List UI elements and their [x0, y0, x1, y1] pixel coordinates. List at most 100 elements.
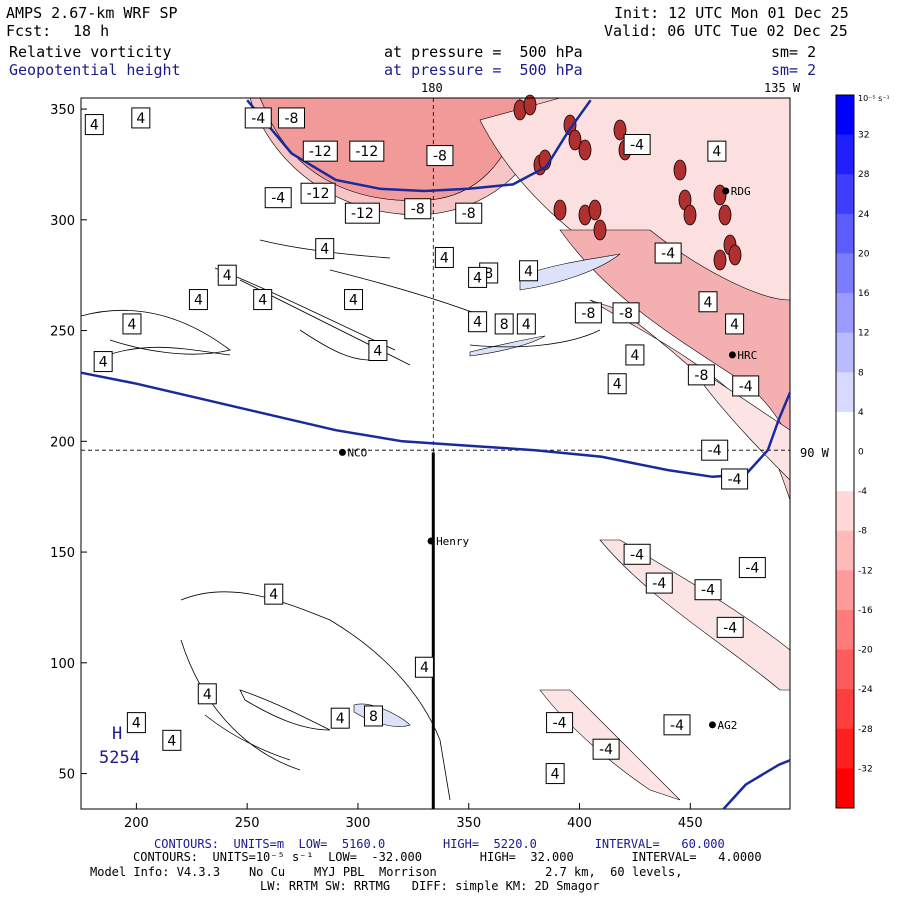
field2-smoothing: sm= 2	[771, 61, 817, 79]
vorticity-maximum-9	[588, 199, 602, 221]
footer-physics-info: LW: RRTM SW: RRTMG DIFF: simple KM: 2D S…	[260, 879, 600, 893]
y-tick-label: 350	[50, 103, 75, 118]
vorticity-label-box	[244, 107, 272, 129]
vorticity-label-box	[519, 260, 539, 282]
valid-time: Valid: 06 UTC Tue 02 Dec 25	[604, 22, 848, 40]
vorticity-label-box	[687, 364, 715, 386]
colorbar-swatch	[836, 293, 854, 334]
vorticity-label: 4	[712, 144, 721, 160]
colorbar-tick-label: 16	[858, 289, 870, 299]
vorticity-contour-10	[329, 269, 481, 316]
colorbar-swatch	[836, 768, 854, 809]
vorticity-label: -4	[723, 620, 737, 636]
vorticity-label-box	[414, 656, 434, 678]
vorticity-label: 4	[132, 716, 141, 732]
x-tick-label: 200	[124, 816, 149, 831]
vorticity-label: -4	[701, 583, 715, 599]
vorticity-label: 4	[90, 118, 99, 134]
x-tick-label: 250	[235, 816, 260, 831]
footer-geopotential-info: CONTOURS: UNITS=m LOW= 5160.0 HIGH= 5220…	[154, 837, 725, 851]
y-tick-label: 250	[50, 325, 75, 340]
vorticity-label-box	[455, 202, 483, 224]
field1-smoothing: sm= 2	[771, 43, 817, 61]
vorticity-label: -4	[630, 138, 644, 154]
vorticity-label: -4	[599, 742, 613, 758]
x-tick-label: 400	[567, 816, 592, 831]
vorticity-label: 4	[167, 733, 176, 749]
vorticity-label-box	[623, 134, 651, 156]
y-tick-label: 300	[50, 214, 75, 229]
vorticity-label: 4	[203, 687, 212, 703]
colorbar-tick-label: 24	[858, 210, 870, 220]
vorticity-label-box	[126, 712, 146, 734]
vorticity-contour-11	[469, 329, 601, 348]
vorticity-label-box	[707, 140, 727, 162]
colorbar-swatch	[836, 530, 854, 571]
vorticity-label-box	[197, 683, 217, 705]
colorbar-swatch	[836, 451, 854, 492]
high-marker-value: 5254	[99, 748, 140, 768]
y-tick-label: 150	[50, 546, 75, 561]
station-label-nco: NCO	[347, 446, 367, 459]
vorticity-label-box	[426, 145, 454, 167]
vorticity-label: -4	[553, 716, 567, 732]
vorticity-label: 8	[369, 709, 378, 725]
vorticity-label-box	[592, 738, 620, 760]
vorticity-label-box	[188, 289, 208, 311]
vorticity-label: 4	[473, 315, 482, 331]
high-marker-letter: H	[112, 724, 123, 744]
vorticity-label: 4	[223, 268, 232, 284]
fcst-value: 18 h	[73, 22, 110, 40]
colorbar-tick-label: 32	[858, 131, 869, 141]
colorbar-tick-label: -16	[858, 606, 873, 616]
vorticity-label: 8	[484, 266, 493, 282]
colorbar-tick-label: 20	[858, 249, 870, 259]
vorticity-label: 4	[99, 355, 108, 371]
vorticity-label: 4	[522, 317, 531, 333]
vorticity-label-box	[721, 468, 749, 490]
y-tick-label: 100	[50, 657, 75, 672]
vorticity-maximum-20	[593, 219, 607, 241]
vorticity-label: 4	[194, 293, 203, 309]
vorticity-label: 4	[551, 767, 560, 783]
vorticity-label-box	[315, 238, 335, 260]
model-title: AMPS 2.67-km WRF SP	[6, 4, 178, 22]
vorticity-label-box	[302, 140, 338, 162]
vorticity-label: -4	[708, 443, 722, 459]
vorticity-contour-1	[104, 346, 231, 357]
vorticity-label-box	[330, 707, 350, 729]
colorbar-tick-label: -28	[858, 725, 873, 735]
vorticity-contour-2	[180, 591, 451, 801]
vorticity-label-box	[217, 264, 237, 286]
station-label-ag2: AG2	[717, 719, 737, 732]
vorticity-maximum-19	[523, 94, 537, 116]
init-time: Init: 12 UTC Mon 01 Dec 25	[614, 4, 849, 22]
vorticity-label: 4	[258, 293, 267, 309]
vorticity-label: -4	[739, 379, 753, 395]
vorticity-label-box	[277, 107, 305, 129]
vorticity-label: 4	[336, 711, 345, 727]
vorticity-label-box	[264, 583, 284, 605]
colorbar-swatch	[836, 134, 854, 175]
vorticity-label-box	[162, 729, 182, 751]
vorticity-label-box	[434, 246, 454, 268]
vorticity-label: 4	[269, 587, 278, 603]
colorbar-frame	[835, 94, 855, 809]
x-tick-label: 450	[678, 816, 703, 831]
station-marker-ag2	[708, 721, 716, 729]
vorticity-label-box	[468, 311, 488, 333]
vorticity-label: -4	[630, 547, 644, 563]
vorticity-label: 8	[500, 317, 509, 333]
vorticity-label: 4	[730, 317, 739, 333]
vorticity-maximum-2	[578, 139, 592, 161]
vorticity-label-box	[84, 114, 104, 136]
vorticity-label-box	[516, 313, 536, 335]
lat-90w-label: 90 W	[800, 446, 829, 460]
colorbar-swatch	[836, 649, 854, 690]
vorticity-label: 4	[613, 377, 622, 393]
vorticity-label-box	[404, 198, 432, 220]
vorticity-maximum-14	[718, 204, 732, 226]
vorticity-label: 4	[473, 270, 482, 286]
vorticity-label: -8	[285, 111, 299, 127]
vorticity-label-box	[612, 302, 640, 324]
